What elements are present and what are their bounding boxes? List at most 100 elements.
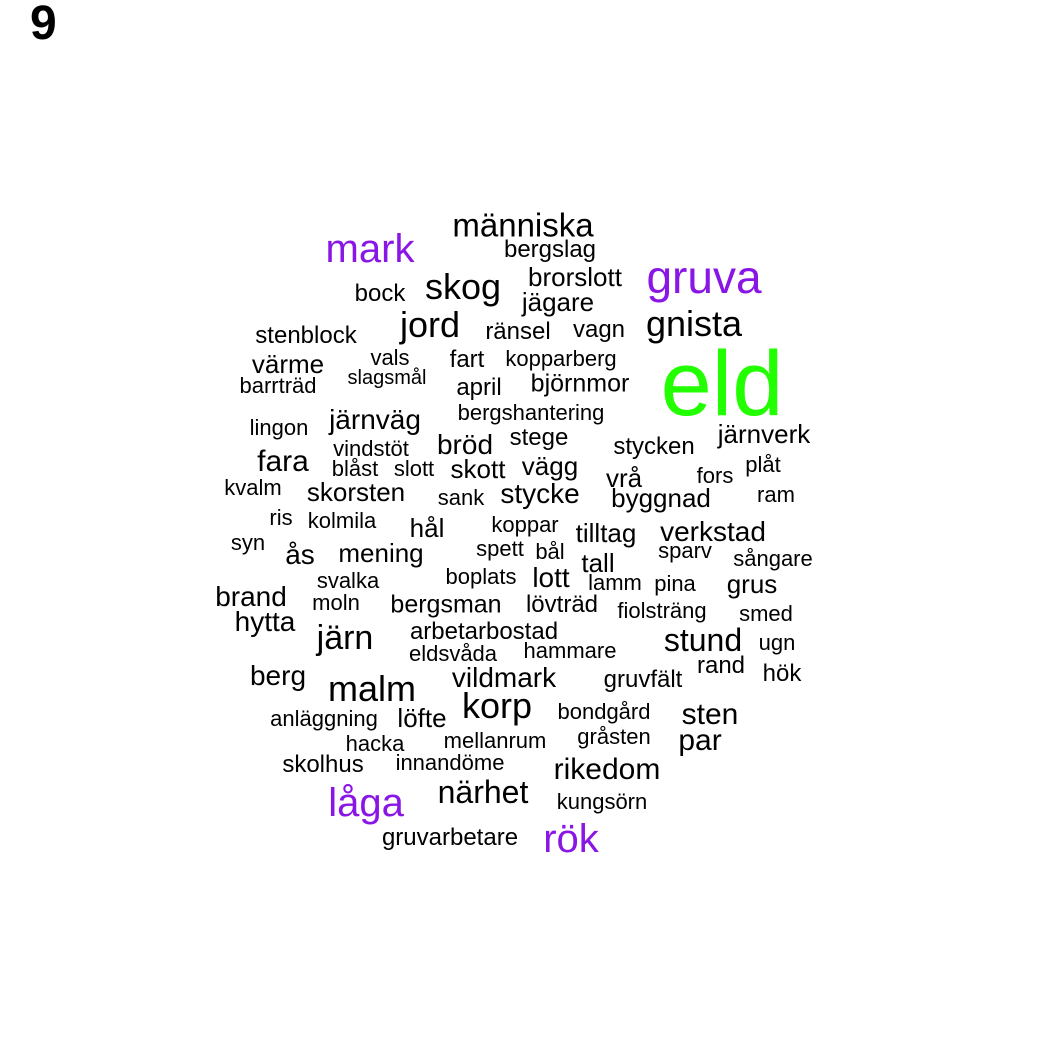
word-14: rikedom xyxy=(553,753,661,786)
word-28: brorslott xyxy=(528,262,622,292)
word-69: kolmila xyxy=(307,508,377,533)
word-61: blåst xyxy=(331,456,379,481)
word-10: korp xyxy=(461,685,533,726)
word-84: arbetarbostad xyxy=(409,618,559,645)
word-31: stenblock xyxy=(255,322,357,349)
word-22: järnväg xyxy=(329,404,421,435)
word-0: eld xyxy=(660,333,784,435)
word-81: lövträd xyxy=(525,591,599,618)
panel-label: 9 xyxy=(30,0,57,50)
word-37: bergsman xyxy=(390,590,502,619)
word-12: stund xyxy=(663,622,743,658)
word-18: fara xyxy=(257,445,309,478)
word-33: vägg xyxy=(521,451,579,481)
word-76: svalka xyxy=(316,568,380,593)
word-24: brand xyxy=(215,581,287,612)
word-21: verkstad xyxy=(660,516,766,547)
word-92: bondgård xyxy=(557,699,651,724)
word-40: stycken xyxy=(613,433,695,460)
word-95: gråsten xyxy=(577,724,651,749)
word-3: låga xyxy=(328,781,404,825)
word-29: jägare xyxy=(521,287,595,317)
word-70: koppar xyxy=(491,512,559,537)
word-5: människa xyxy=(452,206,594,244)
word-62: slott xyxy=(393,456,435,481)
word-16: par xyxy=(678,724,722,757)
word-49: ränsel xyxy=(485,318,551,345)
word-27: lott xyxy=(532,562,570,593)
word-15: sten xyxy=(681,698,739,731)
word-56: april xyxy=(456,374,502,401)
word-52: fart xyxy=(449,346,485,373)
word-57: bergshantering xyxy=(457,400,605,425)
word-50: vagn xyxy=(572,316,626,343)
word-19: ås xyxy=(285,539,315,570)
word-85: ugn xyxy=(758,630,796,655)
word-88: rand xyxy=(696,652,746,679)
word-80: moln xyxy=(312,590,360,615)
word-90: gruvfält xyxy=(603,666,683,693)
word-36: mening xyxy=(338,538,424,568)
word-97: innandöme xyxy=(395,750,505,775)
word-35: skorsten xyxy=(306,477,406,507)
word-1: gruva xyxy=(646,251,762,303)
word-30: värme xyxy=(251,349,325,379)
word-13: närhet xyxy=(437,774,529,810)
word-99: gruvarbetare xyxy=(381,824,519,851)
word-86: eldsvåda xyxy=(408,641,498,666)
word-48: bock xyxy=(354,280,406,307)
word-53: kopparberg xyxy=(505,346,617,371)
word-41: vrå xyxy=(605,463,643,493)
word-58: lingon xyxy=(249,415,309,440)
word-42: tall xyxy=(581,548,615,578)
word-71: syn xyxy=(230,530,266,555)
word-17: vildmark xyxy=(451,662,557,693)
word-43: hål xyxy=(409,513,445,543)
word-89: hök xyxy=(762,660,802,687)
word-51: vals xyxy=(370,345,410,370)
word-45: löfte xyxy=(397,703,447,733)
word-47: bergslag xyxy=(503,236,597,263)
word-78: lamm xyxy=(588,570,642,595)
word-91: anläggning xyxy=(270,706,378,731)
word-87: hammare xyxy=(523,638,617,663)
word-2: mark xyxy=(325,227,415,271)
word-8: gnista xyxy=(645,303,743,344)
word-98: kungsörn xyxy=(556,789,648,814)
word-54: barrträd xyxy=(239,373,317,398)
word-65: kvalm xyxy=(224,475,282,500)
word-79: pina xyxy=(654,571,696,596)
word-67: ram xyxy=(757,482,795,507)
word-83: smed xyxy=(739,601,793,626)
word-39: björnmor xyxy=(530,369,630,398)
word-38: järnverk xyxy=(717,419,811,449)
word-74: sparv xyxy=(658,538,712,563)
word-66: sank xyxy=(437,485,485,510)
word-32: skott xyxy=(450,454,506,484)
word-77: boplats xyxy=(445,564,517,589)
word-96: skolhus xyxy=(282,751,364,778)
word-46: tilltag xyxy=(575,518,637,548)
word-72: spett xyxy=(476,536,524,561)
word-26: berg xyxy=(249,660,307,691)
word-11: järn xyxy=(316,619,374,657)
word-73: bål xyxy=(535,539,565,564)
word-23: bröd xyxy=(436,429,494,460)
word-20: stycke xyxy=(500,478,580,509)
word-63: plåt xyxy=(745,452,781,477)
word-25: hytta xyxy=(234,606,296,637)
word-6: skog xyxy=(424,266,502,307)
word-44: grus xyxy=(726,569,778,599)
word-93: hacka xyxy=(345,731,405,756)
word-4: rök xyxy=(543,817,599,861)
word-59: stege xyxy=(509,424,569,451)
word-55: slagsmål xyxy=(347,367,427,389)
word-68: ris xyxy=(269,505,293,530)
word-82: fiolsträng xyxy=(617,598,707,623)
word-9: malm xyxy=(328,668,416,709)
word-75: sångare xyxy=(733,546,813,571)
word-64: fors xyxy=(696,463,734,488)
word-60: vindstöt xyxy=(333,436,409,461)
word-34: byggnad xyxy=(611,483,711,513)
